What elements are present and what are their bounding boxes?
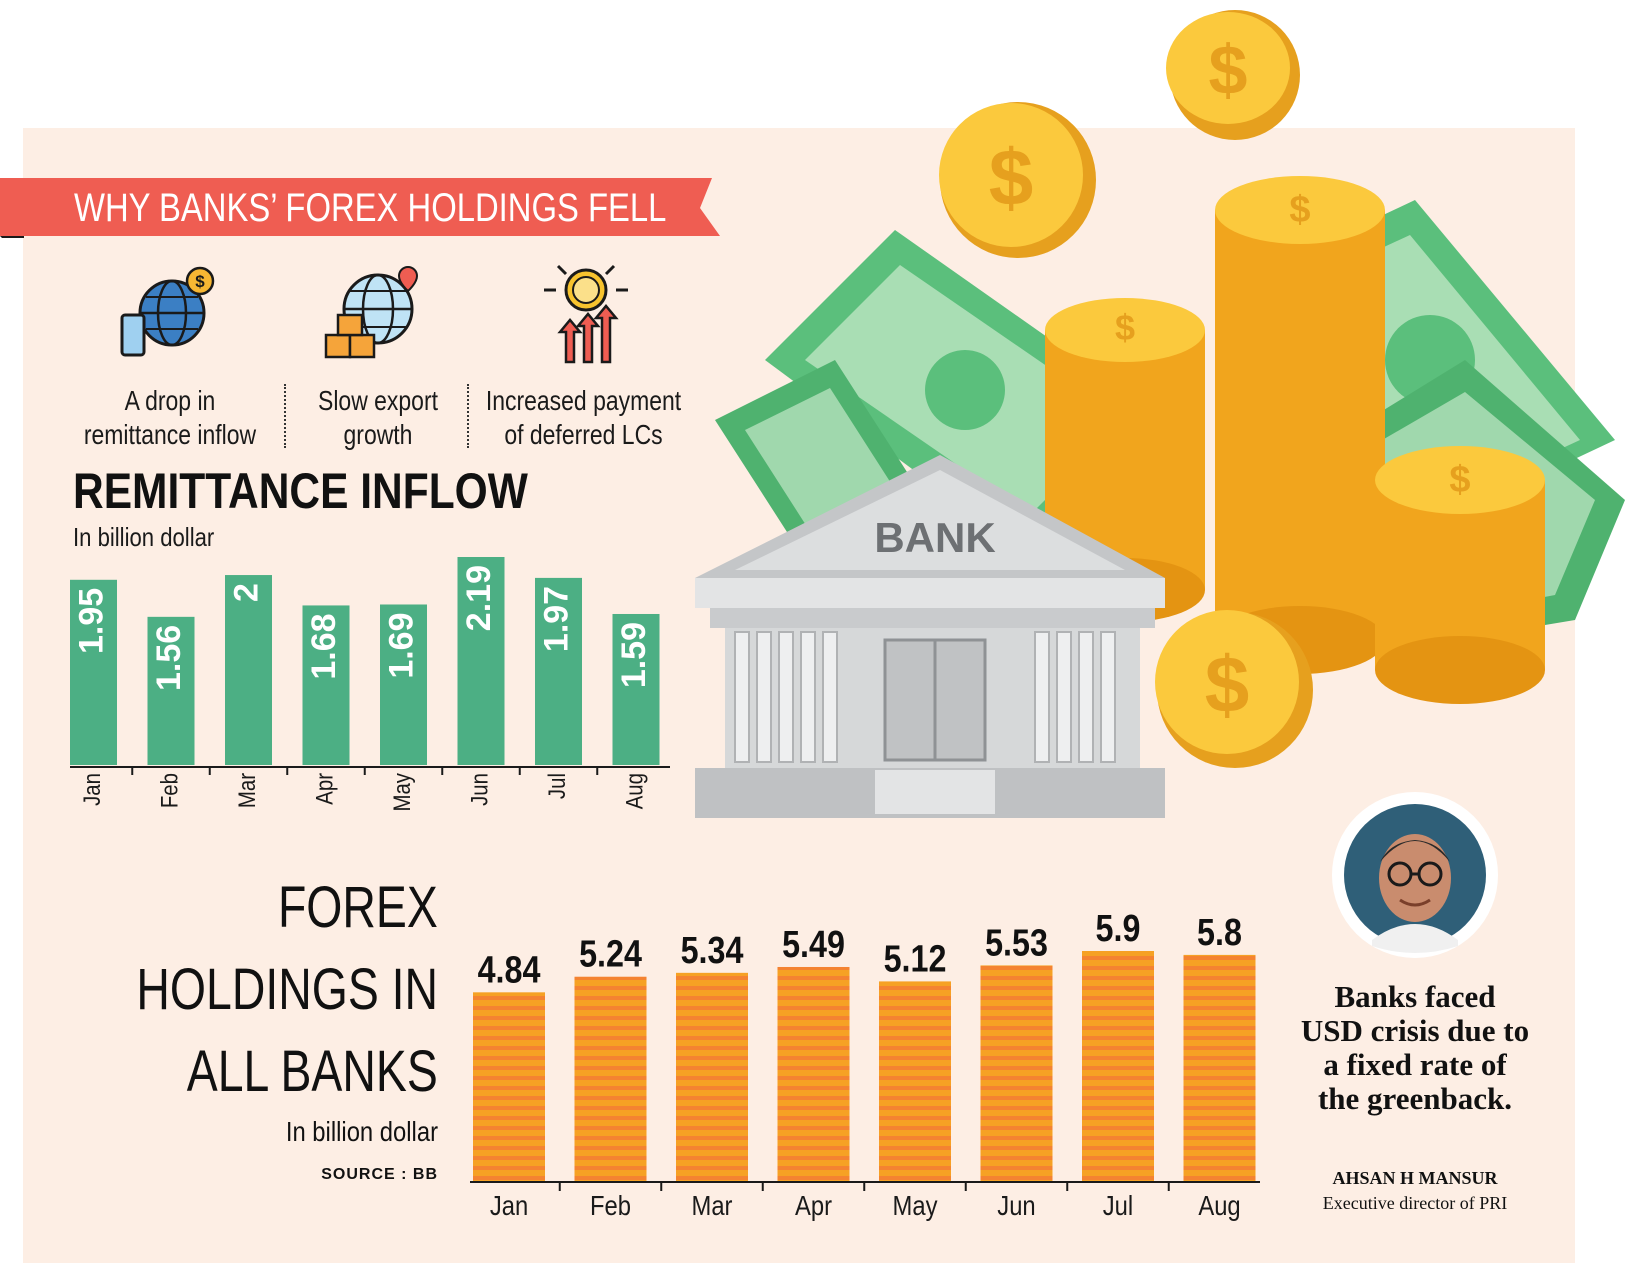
remittance-bar (225, 575, 272, 765)
remittance-chart-title: REMITTANCE INFLOW (73, 463, 528, 519)
forex-chart-subtitle: In billion dollar (285, 1116, 438, 1147)
svg-text:$: $ (1115, 307, 1135, 348)
forex-chart-title-line-2: HOLDINGS IN (136, 957, 438, 1022)
forex-value-label: 5.12 (884, 938, 947, 980)
coin-rising-arrows-icon (544, 264, 628, 364)
remittance-value-label: 1.56 (150, 625, 188, 691)
forex-bar (1183, 954, 1256, 1181)
remittance-value-label: 1.68 (305, 613, 343, 679)
remittance-value-label: 1.95 (72, 588, 110, 654)
reason-label-lcs: Increased payment of deferred LCs (485, 385, 682, 450)
globe-boxes-icon (324, 265, 419, 359)
forex-month-label: Feb (590, 1189, 631, 1221)
svg-text:$: $ (989, 133, 1034, 222)
remittance-month-label: Feb (156, 773, 183, 808)
forex-value-label: 5.24 (579, 933, 642, 975)
forex-month-label: Jul (1103, 1189, 1133, 1221)
source-note: SOURCE : BB (321, 1166, 438, 1183)
forex-bar (473, 992, 545, 1181)
remittance-month-label: May (388, 772, 415, 811)
reason-separator (284, 384, 286, 448)
svg-text:$: $ (1209, 31, 1248, 109)
svg-text:$: $ (1289, 189, 1310, 231)
forex-chart: 4.84 Jan 5.24 Feb 5.34 Mar 5.49 Apr 5.12 May 5.53 J… (470, 908, 1260, 1221)
remittance-month-label: Mar (233, 772, 260, 808)
remittance-bar (70, 579, 117, 765)
coin: $ (939, 102, 1096, 258)
coin: $ (1166, 10, 1300, 140)
quote-role: Executive director of PRI (1322, 1193, 1508, 1213)
forex-value-label: 5.9 (1096, 908, 1141, 950)
remittance-month-label: Apr (311, 772, 338, 804)
forex-chart-title-line-1: FOREX (278, 875, 438, 940)
svg-text:$: $ (195, 272, 205, 291)
globe-phone-dollar-icon: $ (120, 266, 215, 357)
forex-bar (676, 972, 748, 1181)
remittance-chart: 1.95 Jan 1.56 Feb 2 Mar 1.68 Apr 1.69 May 2.19 Jun 1… (70, 557, 670, 812)
forex-month-label: May (893, 1189, 938, 1221)
forex-bar (777, 966, 850, 1181)
forex-bar (980, 965, 1053, 1181)
coin-stack: $ (1375, 446, 1545, 704)
bank-money-illustration: $ $ $ $ $ $ BANK (695, 10, 1625, 818)
forex-value-label: 5.8 (1197, 911, 1242, 953)
remittance-bar (612, 613, 660, 765)
reason-separator (467, 384, 469, 448)
forex-value-label: 5.34 (681, 929, 744, 971)
remittance-month-label: Aug (621, 773, 648, 809)
quote-text: Banks faced USD crisis due to a fixed ra… (1300, 979, 1530, 1116)
forex-month-label: Apr (795, 1189, 832, 1221)
banner-title: WHY BANKS’ FOREX HOLDINGS FELL (74, 186, 667, 230)
quote-name: AHSAN H MANSUR (1332, 1168, 1498, 1188)
forex-month-label: Mar (692, 1189, 733, 1221)
forex-chart-title-line-3: ALL BANKS (186, 1039, 438, 1104)
forex-bar (1082, 951, 1154, 1181)
remittance-value-label: 1.97 (537, 586, 575, 652)
coin-stack: $ (1215, 176, 1385, 674)
remittance-bar (302, 605, 350, 765)
reason-label-export: Slow export growth (318, 385, 438, 450)
bank-sign: BANK (874, 514, 995, 561)
forex-value-label: 5.53 (985, 922, 1048, 964)
svg-text:$: $ (1205, 640, 1250, 729)
remittance-bar (535, 577, 582, 765)
remittance-bar (457, 557, 505, 765)
forex-value-label: 5.49 (782, 924, 845, 966)
remittance-bar (380, 604, 427, 765)
remittance-value-label: 1.59 (615, 622, 653, 688)
remittance-chart-subtitle: In billion dollar (73, 522, 215, 552)
forex-month-label: Jan (490, 1189, 528, 1221)
reason-label-remittance: A drop in remittance inflow (83, 385, 257, 450)
remittance-value-label: 2.19 (460, 565, 498, 631)
remittance-month-label: Jun (466, 773, 493, 806)
remittance-bar (147, 616, 195, 765)
remittance-month-label: Jul (543, 773, 570, 799)
forex-month-label: Jun (997, 1189, 1035, 1221)
avatar (1332, 792, 1498, 958)
forex-bar (574, 976, 647, 1181)
remittance-value-label: 1.69 (382, 612, 420, 678)
forex-month-label: Aug (1198, 1189, 1240, 1221)
svg-text:$: $ (1449, 459, 1470, 501)
title-banner (0, 178, 720, 238)
remittance-value-label: 2 (227, 583, 265, 602)
bank-building: BANK (695, 455, 1165, 818)
forex-bar (879, 981, 951, 1181)
coin: $ (1155, 610, 1313, 768)
remittance-month-label: Jan (78, 773, 105, 806)
forex-value-label: 4.84 (478, 949, 541, 991)
